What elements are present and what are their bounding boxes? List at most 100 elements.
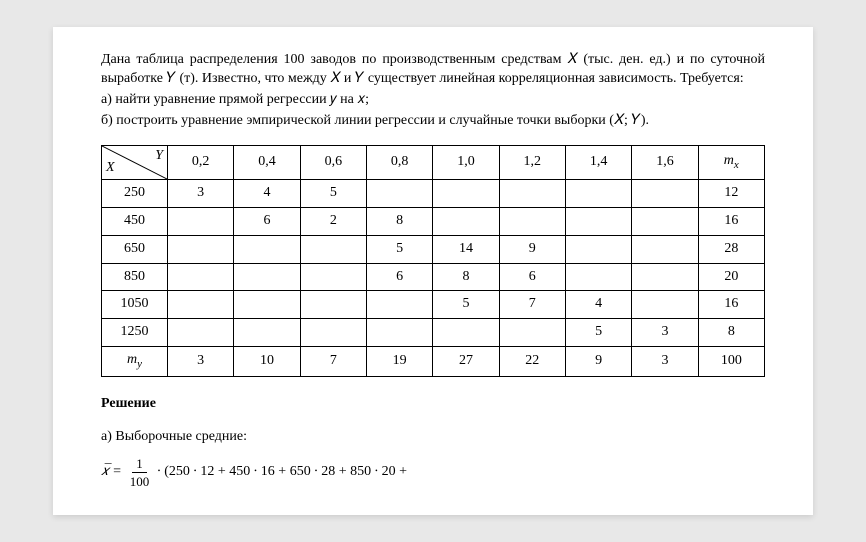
data-cell	[366, 319, 432, 347]
mean-formula: 𝑥̅ = 1 100 ∙ (250 ∙ 12 + 450 ∙ 16 + 650 …	[101, 455, 765, 491]
y-header: 1,0	[433, 145, 499, 179]
data-cell: 6	[499, 263, 565, 291]
data-cell	[168, 291, 234, 319]
intro-paragraph: Дана таблица распределения 100 заводов п…	[101, 51, 765, 89]
x-label: 450	[102, 207, 168, 235]
y-header: 1,4	[565, 145, 631, 179]
data-cell	[168, 319, 234, 347]
x-label: 850	[102, 263, 168, 291]
y-header: 1,2	[499, 145, 565, 179]
data-cell	[632, 291, 698, 319]
data-cell	[366, 291, 432, 319]
data-cell: 8	[698, 319, 764, 347]
x-label: 1050	[102, 291, 168, 319]
data-cell	[300, 291, 366, 319]
col-total: 10	[234, 347, 300, 377]
data-cell	[499, 179, 565, 207]
data-cell: 12	[698, 179, 764, 207]
mx-header: mx	[698, 145, 764, 179]
y-header: 1,6	[632, 145, 698, 179]
task-b: б) построить уравнение эмпирической лини…	[101, 112, 765, 131]
data-cell	[565, 207, 631, 235]
solution-a-label: а) Выборочные средние:	[101, 428, 765, 447]
data-cell: 6	[366, 263, 432, 291]
data-cell	[300, 263, 366, 291]
x-label: 250	[102, 179, 168, 207]
table-row: 1250 538	[102, 319, 765, 347]
formula-lhs: 𝑥̅ =	[101, 463, 122, 482]
table-row: 450 628 16	[102, 207, 765, 235]
table-row: 250345 12	[102, 179, 765, 207]
data-cell	[300, 235, 366, 263]
data-cell	[632, 179, 698, 207]
diagonal-header-cell: Y X	[102, 145, 168, 179]
data-cell: 6	[234, 207, 300, 235]
table-row: 1050 574 16	[102, 291, 765, 319]
data-cell: 20	[698, 263, 764, 291]
data-cell	[565, 263, 631, 291]
data-cell: 16	[698, 291, 764, 319]
data-cell	[565, 235, 631, 263]
data-cell	[433, 319, 499, 347]
my-label: my	[102, 347, 168, 377]
data-cell	[168, 235, 234, 263]
data-cell: 28	[698, 235, 764, 263]
solution-heading: Решение	[101, 395, 765, 414]
data-cell	[168, 207, 234, 235]
table-row: 650 5149 28	[102, 235, 765, 263]
fraction-numerator: 1	[132, 455, 147, 474]
table-row: 85068620	[102, 263, 765, 291]
data-cell	[234, 263, 300, 291]
formula-fraction: 1 100	[126, 455, 154, 491]
data-cell	[234, 291, 300, 319]
fraction-denominator: 100	[126, 473, 154, 491]
data-cell: 2	[300, 207, 366, 235]
col-total: 22	[499, 347, 565, 377]
formula-rhs: ∙ (250 ∙ 12 + 450 ∙ 16 + 650 ∙ 28 + 850 …	[157, 463, 407, 482]
diag-x-label: X	[106, 159, 115, 178]
table-header-row: Y X 0,2 0,4 0,6 0,8 1,0 1,2 1,4 1,6 mx	[102, 145, 765, 179]
diag-y-label: Y	[155, 147, 163, 166]
data-cell	[632, 263, 698, 291]
data-cell	[234, 235, 300, 263]
y-header: 0,2	[168, 145, 234, 179]
data-cell: 4	[565, 291, 631, 319]
page: Дана таблица распределения 100 заводов п…	[53, 27, 813, 514]
data-cell	[499, 319, 565, 347]
col-total: 3	[632, 347, 698, 377]
data-cell	[632, 235, 698, 263]
data-cell	[499, 207, 565, 235]
data-cell: 4	[234, 179, 300, 207]
data-cell	[632, 207, 698, 235]
task-a: а) найти уравнение прямой регрессии 𝑦 на…	[101, 91, 765, 110]
data-cell: 5	[565, 319, 631, 347]
data-cell: 3	[632, 319, 698, 347]
grand-total: 100	[698, 347, 764, 377]
data-cell	[366, 179, 432, 207]
y-header: 0,8	[366, 145, 432, 179]
data-cell	[234, 319, 300, 347]
data-cell: 5	[433, 291, 499, 319]
data-cell	[300, 319, 366, 347]
data-cell	[433, 179, 499, 207]
data-cell	[433, 207, 499, 235]
data-cell: 3	[168, 179, 234, 207]
col-total: 27	[433, 347, 499, 377]
col-total: 19	[366, 347, 432, 377]
data-cell: 8	[366, 207, 432, 235]
data-cell: 14	[433, 235, 499, 263]
x-label: 650	[102, 235, 168, 263]
data-cell: 5	[366, 235, 432, 263]
col-total: 7	[300, 347, 366, 377]
data-cell: 9	[499, 235, 565, 263]
data-cell: 5	[300, 179, 366, 207]
col-total: 3	[168, 347, 234, 377]
data-cell	[565, 179, 631, 207]
data-cell: 16	[698, 207, 764, 235]
col-total: 9	[565, 347, 631, 377]
y-header: 0,6	[300, 145, 366, 179]
column-totals-row: my 3 10 7 19 27 22 9 3 100	[102, 347, 765, 377]
data-cell: 7	[499, 291, 565, 319]
x-label: 1250	[102, 319, 168, 347]
correlation-table: Y X 0,2 0,4 0,6 0,8 1,0 1,2 1,4 1,6 mx 2…	[101, 145, 765, 377]
